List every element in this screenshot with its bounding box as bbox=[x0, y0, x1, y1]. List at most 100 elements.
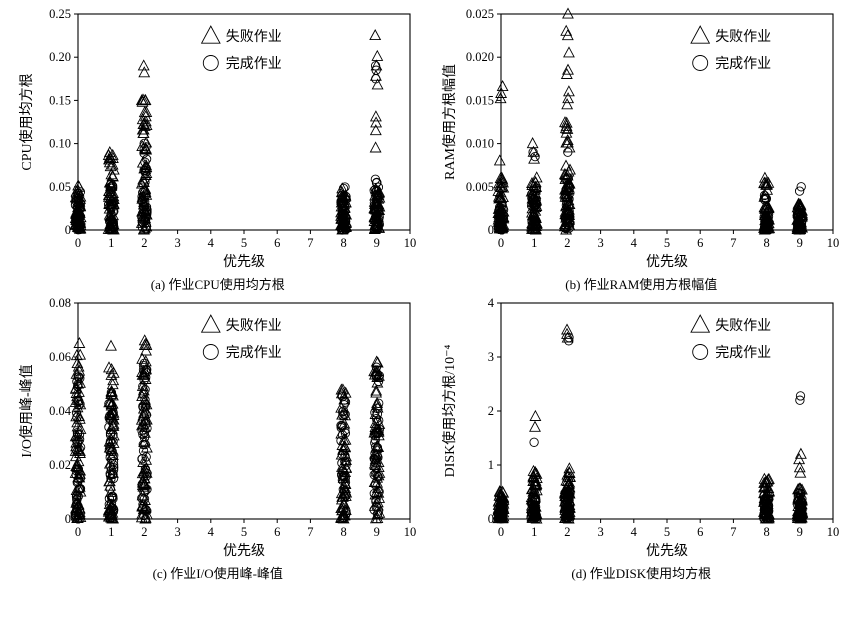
svg-text:完成作业: 完成作业 bbox=[226, 56, 282, 72]
svg-text:3: 3 bbox=[598, 236, 604, 250]
svg-text:0: 0 bbox=[498, 236, 504, 250]
svg-text:0: 0 bbox=[488, 512, 494, 526]
svg-text:2: 2 bbox=[141, 236, 147, 250]
y-axis-label: CPU使用均方根 bbox=[18, 73, 35, 170]
svg-text:3: 3 bbox=[488, 350, 494, 364]
svg-text:7: 7 bbox=[731, 236, 737, 250]
caption-b: (b) 作业RAM使用方根幅值 bbox=[565, 277, 718, 292]
svg-text:5: 5 bbox=[664, 525, 670, 539]
subplot-b: 0 1 2 3 4 5 6 7 8 9 10 0 0.005 0.010 0.015 0.020 0.025 优先… bbox=[432, 6, 852, 293]
x-axis: 0 1 2 3 4 5 6 7 8 9 10 bbox=[75, 519, 416, 539]
scatter-chart-io: 0 1 2 3 4 5 6 7 8 9 10 0 0.02 0.04 0.06 0.08 优先级 I/O使用峰-峰… bbox=[18, 296, 416, 559]
x-axis-label: 优先级 bbox=[223, 254, 265, 270]
svg-text:0.015: 0.015 bbox=[466, 93, 494, 107]
svg-text:6: 6 bbox=[697, 236, 703, 250]
svg-text:2: 2 bbox=[488, 404, 494, 418]
svg-text:4: 4 bbox=[207, 525, 214, 539]
svg-text:完成作业: 完成作业 bbox=[715, 56, 771, 72]
svg-text:0: 0 bbox=[75, 236, 81, 250]
svg-text:5: 5 bbox=[241, 236, 247, 250]
svg-text:9: 9 bbox=[797, 236, 803, 250]
svg-text:0.20: 0.20 bbox=[49, 50, 71, 64]
y-axis-label: DISK使用均方根/10⁻⁴ bbox=[441, 344, 458, 477]
svg-text:失败作业: 失败作业 bbox=[715, 318, 771, 334]
svg-text:0: 0 bbox=[65, 223, 71, 237]
svg-text:3: 3 bbox=[174, 236, 180, 250]
plot-frame bbox=[500, 302, 834, 520]
svg-text:0: 0 bbox=[65, 512, 71, 526]
svg-text:8: 8 bbox=[764, 525, 770, 539]
svg-text:0.020: 0.020 bbox=[466, 50, 494, 64]
svg-text:4: 4 bbox=[631, 236, 638, 250]
svg-text:4: 4 bbox=[207, 236, 214, 250]
svg-text:10: 10 bbox=[827, 236, 840, 250]
svg-text:完成作业: 完成作业 bbox=[226, 345, 282, 361]
svg-text:2: 2 bbox=[141, 525, 147, 539]
svg-text:9: 9 bbox=[797, 525, 803, 539]
y-axis: 0 0.02 0.04 0.06 0.08 bbox=[49, 296, 78, 526]
y-axis: 0 0.05 0.10 0.15 0.20 0.25 bbox=[49, 7, 78, 237]
svg-text:2: 2 bbox=[565, 236, 571, 250]
scatter-chart-cpu: 0 1 2 3 4 5 6 7 8 9 10 0 0.05 0.10 0.15 0.20 0.25 优先级 CPU使… bbox=[18, 7, 416, 270]
y-axis-label: RAM使用方根幅值 bbox=[441, 64, 458, 180]
svg-text:失败作业: 失败作业 bbox=[226, 318, 282, 334]
subplot-c: 0 1 2 3 4 5 6 7 8 9 10 0 0.02 0.04 0.06 0.08 优先级 I/O使用峰-峰… bbox=[8, 295, 428, 582]
subplot-d: 0 1 2 3 4 5 6 7 8 9 10 0 1 2 3 4 优先级 DISK使用均方根/10⁻⁴ 失败作业 完成… bbox=[432, 295, 852, 582]
svg-text:10: 10 bbox=[404, 236, 417, 250]
series-circle-markers bbox=[70, 61, 384, 235]
svg-text:6: 6 bbox=[697, 525, 703, 539]
svg-text:9: 9 bbox=[373, 525, 379, 539]
svg-text:4: 4 bbox=[631, 525, 638, 539]
svg-text:8: 8 bbox=[340, 236, 346, 250]
subplot-a: 0 1 2 3 4 5 6 7 8 9 10 0 0.05 0.10 0.15 0.20 0.25 优先级 CPU使… bbox=[8, 6, 428, 293]
svg-text:6: 6 bbox=[274, 236, 280, 250]
svg-text:6: 6 bbox=[274, 525, 280, 539]
svg-text:3: 3 bbox=[174, 525, 180, 539]
svg-text:0.025: 0.025 bbox=[466, 7, 494, 21]
svg-text:8: 8 bbox=[340, 525, 346, 539]
svg-text:1: 1 bbox=[531, 236, 537, 250]
plot-frame bbox=[500, 13, 834, 231]
svg-text:0: 0 bbox=[498, 525, 504, 539]
svg-text:0.06: 0.06 bbox=[49, 350, 71, 364]
svg-text:7: 7 bbox=[307, 525, 313, 539]
svg-text:8: 8 bbox=[764, 236, 770, 250]
svg-text:失败作业: 失败作业 bbox=[715, 29, 771, 45]
y-axis-label: I/O使用峰-峰值 bbox=[18, 364, 35, 457]
svg-text:0: 0 bbox=[488, 223, 494, 237]
svg-text:失败作业: 失败作业 bbox=[226, 29, 282, 45]
svg-text:1: 1 bbox=[108, 236, 114, 250]
x-axis-label: 优先级 bbox=[646, 254, 688, 270]
series-circle-markers bbox=[494, 147, 807, 235]
svg-text:完成作业: 完成作业 bbox=[715, 345, 771, 361]
svg-text:1: 1 bbox=[531, 525, 537, 539]
x-axis: 0 1 2 3 4 5 6 7 8 9 10 bbox=[498, 519, 840, 539]
svg-text:3: 3 bbox=[598, 525, 604, 539]
svg-text:7: 7 bbox=[307, 236, 313, 250]
svg-text:10: 10 bbox=[404, 525, 417, 539]
svg-text:0: 0 bbox=[75, 525, 81, 539]
svg-text:0.02: 0.02 bbox=[49, 458, 71, 472]
svg-text:9: 9 bbox=[373, 236, 379, 250]
svg-text:0.08: 0.08 bbox=[49, 296, 71, 310]
svg-text:5: 5 bbox=[241, 525, 247, 539]
svg-text:0.10: 0.10 bbox=[49, 137, 71, 151]
svg-text:0.010: 0.010 bbox=[466, 137, 494, 151]
svg-text:1: 1 bbox=[108, 525, 114, 539]
svg-text:1: 1 bbox=[488, 458, 494, 472]
svg-text:5: 5 bbox=[664, 236, 670, 250]
x-axis-label: 优先级 bbox=[646, 543, 688, 559]
caption-c: (c) 作业I/O使用峰-峰值 bbox=[152, 566, 283, 581]
plot-frame bbox=[77, 13, 411, 231]
svg-text:7: 7 bbox=[731, 525, 737, 539]
svg-text:4: 4 bbox=[488, 296, 495, 310]
series-circle-markers bbox=[494, 332, 808, 524]
svg-text:0.05: 0.05 bbox=[49, 180, 71, 194]
svg-text:0.25: 0.25 bbox=[49, 7, 71, 21]
caption-a: (a) 作业CPU使用均方根 bbox=[150, 277, 285, 292]
x-axis: 0 1 2 3 4 5 6 7 8 9 10 bbox=[75, 230, 416, 250]
svg-text:0.15: 0.15 bbox=[49, 93, 71, 107]
